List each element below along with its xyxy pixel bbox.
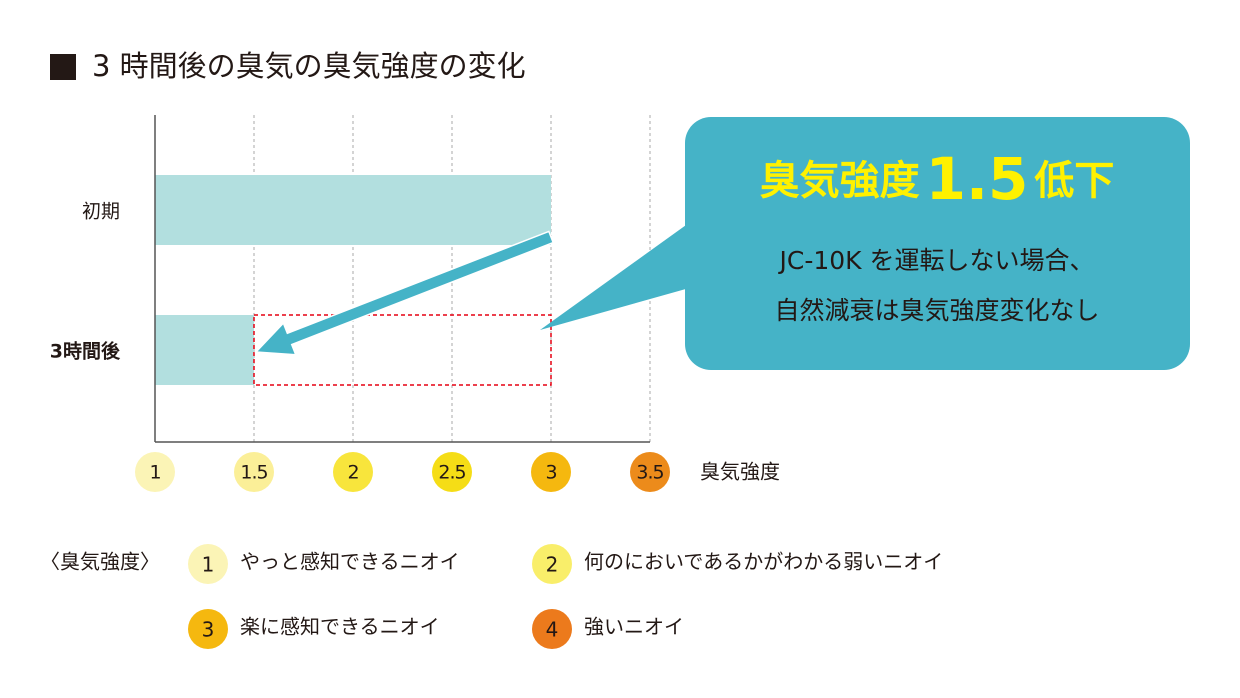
x-tick-label: 1 [149, 462, 160, 484]
x-tick-badge [432, 452, 472, 492]
bar [155, 315, 254, 385]
scale-legend-badge [532, 544, 572, 584]
scale-legend-label: 強いニオイ [584, 615, 684, 639]
callout-line: JC-10K を運転しない場合、 [777, 246, 1094, 275]
reduction-arrow [254, 230, 555, 356]
x-tick-label: 1.5 [240, 462, 267, 484]
callout-box [685, 117, 1190, 370]
callout-pointer [540, 215, 700, 330]
scale-legend-level: 4 [546, 618, 559, 642]
x-tick-label: 2 [347, 462, 358, 484]
x-tick-badge [234, 452, 274, 492]
title-bullet [50, 54, 76, 80]
chart-title: 3 時間後の臭気の臭気強度の変化 [92, 49, 526, 83]
x-tick-badge [333, 452, 373, 492]
callout-headline-part: 臭気強度 [760, 158, 920, 204]
scale-legend-label: 何のにおいであるかがわかる弱いニオイ [584, 550, 943, 574]
y-tick-label: 3時間後 [50, 340, 121, 363]
scale-legend-level: 3 [202, 618, 215, 642]
x-tick-label: 2.5 [438, 462, 465, 484]
y-tick-label: 初期 [82, 201, 120, 223]
x-tick-badge [630, 452, 670, 492]
bar [155, 175, 551, 245]
scale-legend-badge [532, 609, 572, 649]
x-axis-label: 臭気強度 [700, 460, 780, 484]
scale-legend-badge [188, 544, 228, 584]
x-tick-label: 3.5 [636, 462, 663, 484]
callout-line: 自然減衰は臭気強度変化なし [774, 296, 1099, 325]
x-tick-badge [531, 452, 571, 492]
reduction-box [253, 314, 552, 386]
scale-legend-level: 2 [546, 553, 559, 577]
x-tick-label: 3 [545, 462, 556, 484]
callout-headline: 臭気強度 1.5 低下 [760, 145, 1115, 213]
scale-legend-label: 楽に感知できるニオイ [240, 615, 440, 639]
scale-legend-badge [188, 609, 228, 649]
callout-headline-part: 低下 [1034, 158, 1114, 204]
scale-legend-level: 1 [202, 553, 215, 577]
x-tick-badge [135, 452, 175, 492]
scale-legend-label: やっと感知できるニオイ [240, 550, 460, 574]
callout-headline-part: 1.5 [926, 145, 1029, 213]
scale-legend-title: 〈臭気強度〉 [40, 550, 160, 574]
